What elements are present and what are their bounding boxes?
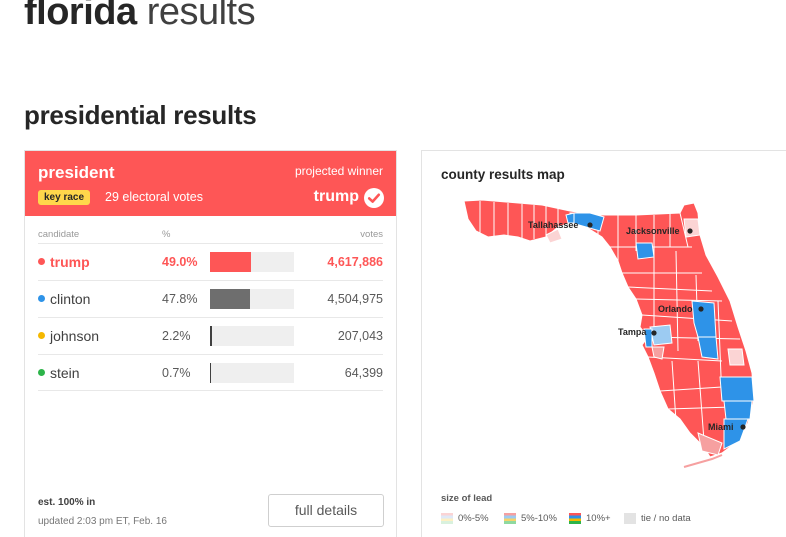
full-details-button[interactable]: full details (268, 494, 384, 527)
candidate-percent: 0.7% (162, 366, 191, 380)
column-header-votes: votes (360, 229, 383, 240)
city-label-orlando: Orlando (658, 304, 693, 314)
candidate-votes: 207,043 (337, 329, 383, 343)
city-dot-orlando (698, 306, 704, 312)
candidate-name: stein (50, 365, 80, 381)
candidate-percent: 2.2% (162, 329, 191, 343)
city-markers: Tallahassee Jacksonville Orlando Tampa M… (528, 220, 746, 432)
candidate-row-clinton: clinton 47.8% 4,504,975 (38, 280, 383, 317)
legend-label: 0%-5% (458, 513, 489, 524)
key-race-badge: key race (38, 190, 91, 205)
projected-winner-label: projected winner (294, 164, 383, 178)
candidate-name: clinton (50, 291, 91, 307)
electoral-votes-label: 29 electoral votes (105, 190, 203, 204)
county-palm-beach[interactable] (719, 376, 755, 402)
candidate-percent: 49.0% (162, 255, 198, 269)
party-dot (38, 295, 45, 302)
candidate-row-trump: trump 49.0% 4,617,886 (38, 243, 383, 280)
city-dot-jacksonville (687, 228, 693, 234)
page-title-state: florida (24, 0, 137, 33)
page-title: florida results (24, 0, 256, 36)
party-dot (38, 332, 45, 339)
projected-winner-name: trump (313, 188, 359, 205)
updated-timestamp: updated 2:03 pm ET, Feb. 16 (38, 516, 167, 527)
city-dot-tallahassee (587, 222, 593, 228)
vote-bar-fill (210, 289, 251, 309)
candidate-name: trump (50, 254, 90, 270)
candidate-percent: 47.8% (162, 292, 198, 306)
column-header-percent: % (162, 229, 171, 240)
candidate-row-johnson: johnson 2.2% 207,043 (38, 317, 383, 354)
legend-label: tie / no data (641, 513, 691, 524)
city-label-miami: Miami (708, 422, 734, 432)
legend-swatch (569, 513, 581, 524)
city-dot-tampa (651, 330, 657, 336)
legend-swatch (504, 513, 516, 524)
candidate-row-stein: stein 0.7% 64,399 (38, 354, 383, 391)
county-pinellas[interactable] (649, 324, 673, 346)
vote-bar (210, 289, 294, 309)
florida-keys (683, 454, 723, 468)
party-dot (38, 258, 45, 265)
page-title-suffix: results (146, 0, 256, 33)
city-dot-miami (740, 424, 746, 430)
county-map-card: county results map Tallahasse (421, 150, 786, 537)
county-st-lucie[interactable] (727, 348, 745, 366)
city-label-tallahassee: Tallahassee (528, 220, 578, 230)
check-icon (364, 188, 384, 208)
florida-county-map[interactable]: Tallahassee Jacksonville Orlando Tampa M… (422, 151, 786, 481)
section-title: presidential results (24, 100, 257, 130)
legend-title: size of lead (441, 493, 493, 504)
county-gadsden[interactable] (565, 212, 575, 224)
race-results-card: president key race 29 electoral votes pr… (24, 150, 397, 537)
map-title: county results map (441, 167, 565, 182)
candidate-votes: 4,617,886 (327, 255, 383, 269)
legend-label: 5%-10% (521, 513, 557, 524)
legend-swatch (441, 513, 453, 524)
vote-bar (210, 326, 294, 346)
vote-bar-fill (210, 252, 252, 272)
column-header-candidate: candidate (38, 229, 80, 240)
county-duval[interactable] (683, 218, 701, 238)
legend-swatch (624, 513, 636, 524)
candidate-votes: 64,399 (344, 366, 383, 380)
candidate-list: trump 49.0% 4,617,886 clinton 47.8% 4,50… (38, 243, 383, 391)
county-broward[interactable] (723, 400, 753, 420)
vote-bar-fill (210, 326, 212, 346)
vote-bar (210, 252, 294, 272)
vote-bar-fill (210, 363, 212, 383)
county-osceola[interactable] (697, 336, 719, 360)
city-label-jacksonville: Jacksonville (626, 226, 680, 236)
county-monroe[interactable] (697, 432, 723, 456)
county-pinellas-tie[interactable] (651, 346, 665, 360)
county-region-rep[interactable] (463, 199, 755, 458)
legend-label: 10%+ (586, 513, 611, 524)
county-gulf-light[interactable] (545, 228, 563, 244)
vote-bar (210, 363, 294, 383)
candidate-name: johnson (50, 328, 100, 344)
reporting-estimate: est. 100% in (38, 497, 96, 508)
race-title: president (38, 163, 115, 182)
race-header: president key race 29 electoral votes pr… (25, 151, 396, 216)
city-label-tampa: Tampa (618, 327, 647, 337)
party-dot (38, 369, 45, 376)
county-alachua[interactable] (635, 242, 655, 260)
candidate-votes: 4,504,975 (327, 292, 383, 306)
